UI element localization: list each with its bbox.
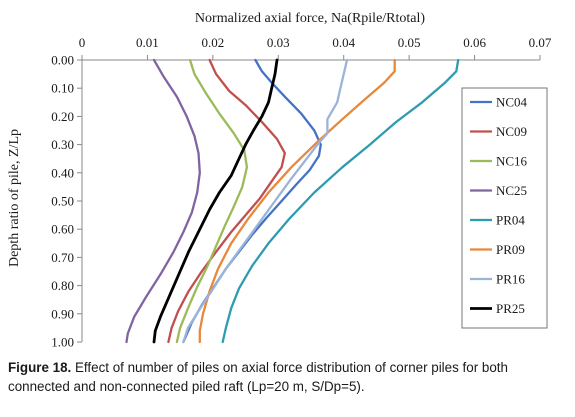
y-tick-label: 0.20	[51, 109, 74, 124]
legend-label-nc04: NC04	[496, 95, 528, 110]
y-tick-label: 0.90	[51, 306, 74, 321]
series-line-pr16	[182, 58, 349, 344]
legend-box	[461, 87, 548, 329]
legend-label-pr16: PR16	[496, 272, 525, 287]
x-tick-label: 0.05	[398, 35, 421, 50]
series-line-nc25	[125, 58, 201, 344]
legend-label-nc16: NC16	[496, 154, 528, 169]
legend-label-nc09: NC09	[496, 124, 527, 139]
y-tick-label: 0.30	[51, 137, 74, 152]
x-tick-label: 0.03	[267, 35, 290, 50]
y-tick-label: 0.10	[51, 81, 74, 96]
y-axis-label: Depth ratio of pile, Z/Lp	[7, 129, 22, 267]
legend-label-pr09: PR09	[496, 242, 525, 257]
x-tick-label: 0.07	[529, 35, 552, 50]
caption-label: Figure 18.	[8, 360, 72, 375]
y-tick-label: 0.50	[51, 194, 74, 209]
figure-caption: Figure 18. Effect of number of piles on …	[8, 358, 568, 396]
x-tick-label: 0.06	[463, 35, 486, 50]
x-tick-label: 0	[79, 35, 86, 50]
legend-label-pr25: PR25	[496, 301, 525, 316]
legend-label-pr04: PR04	[496, 213, 525, 228]
x-tick-label: 0.04	[332, 35, 355, 50]
series-line-pr04	[221, 58, 460, 344]
series-line-nc04	[182, 58, 322, 344]
series-layer	[125, 58, 460, 344]
y-tick-label: 1.00	[51, 335, 74, 350]
y-tick-label: 0.70	[51, 250, 74, 265]
y-tick-label: 0.00	[51, 53, 74, 68]
legend: NC04 NC09 NC16 NC25 PR04 PR09 PR16 PR25	[461, 87, 548, 329]
caption-text: Effect of number of piles on axial force…	[8, 360, 508, 394]
x-tick-label: 0.01	[136, 35, 159, 50]
y-tick-label: 0.40	[51, 165, 74, 180]
series-line-nc16	[175, 58, 249, 344]
chart-svg: Normalized axial force, Na(Rpile/Rtotal)…	[7, 11, 552, 350]
x-axis-label: Normalized axial force, Na(Rpile/Rtotal)	[195, 11, 425, 26]
x-tick-label: 0.02	[201, 35, 224, 50]
series-line-pr09	[198, 58, 396, 344]
series-line-pr25	[152, 58, 279, 344]
series-line-nc09	[167, 58, 286, 344]
axes: 0 0.01 0.02 0.03 0.04 0.05 0.06 0.07 0.00 0.10 0.2…	[51, 35, 552, 350]
legend-label-nc25: NC25	[496, 183, 527, 198]
y-tick-label: 0.60	[51, 222, 74, 237]
y-tick-label: 0.80	[51, 278, 74, 293]
